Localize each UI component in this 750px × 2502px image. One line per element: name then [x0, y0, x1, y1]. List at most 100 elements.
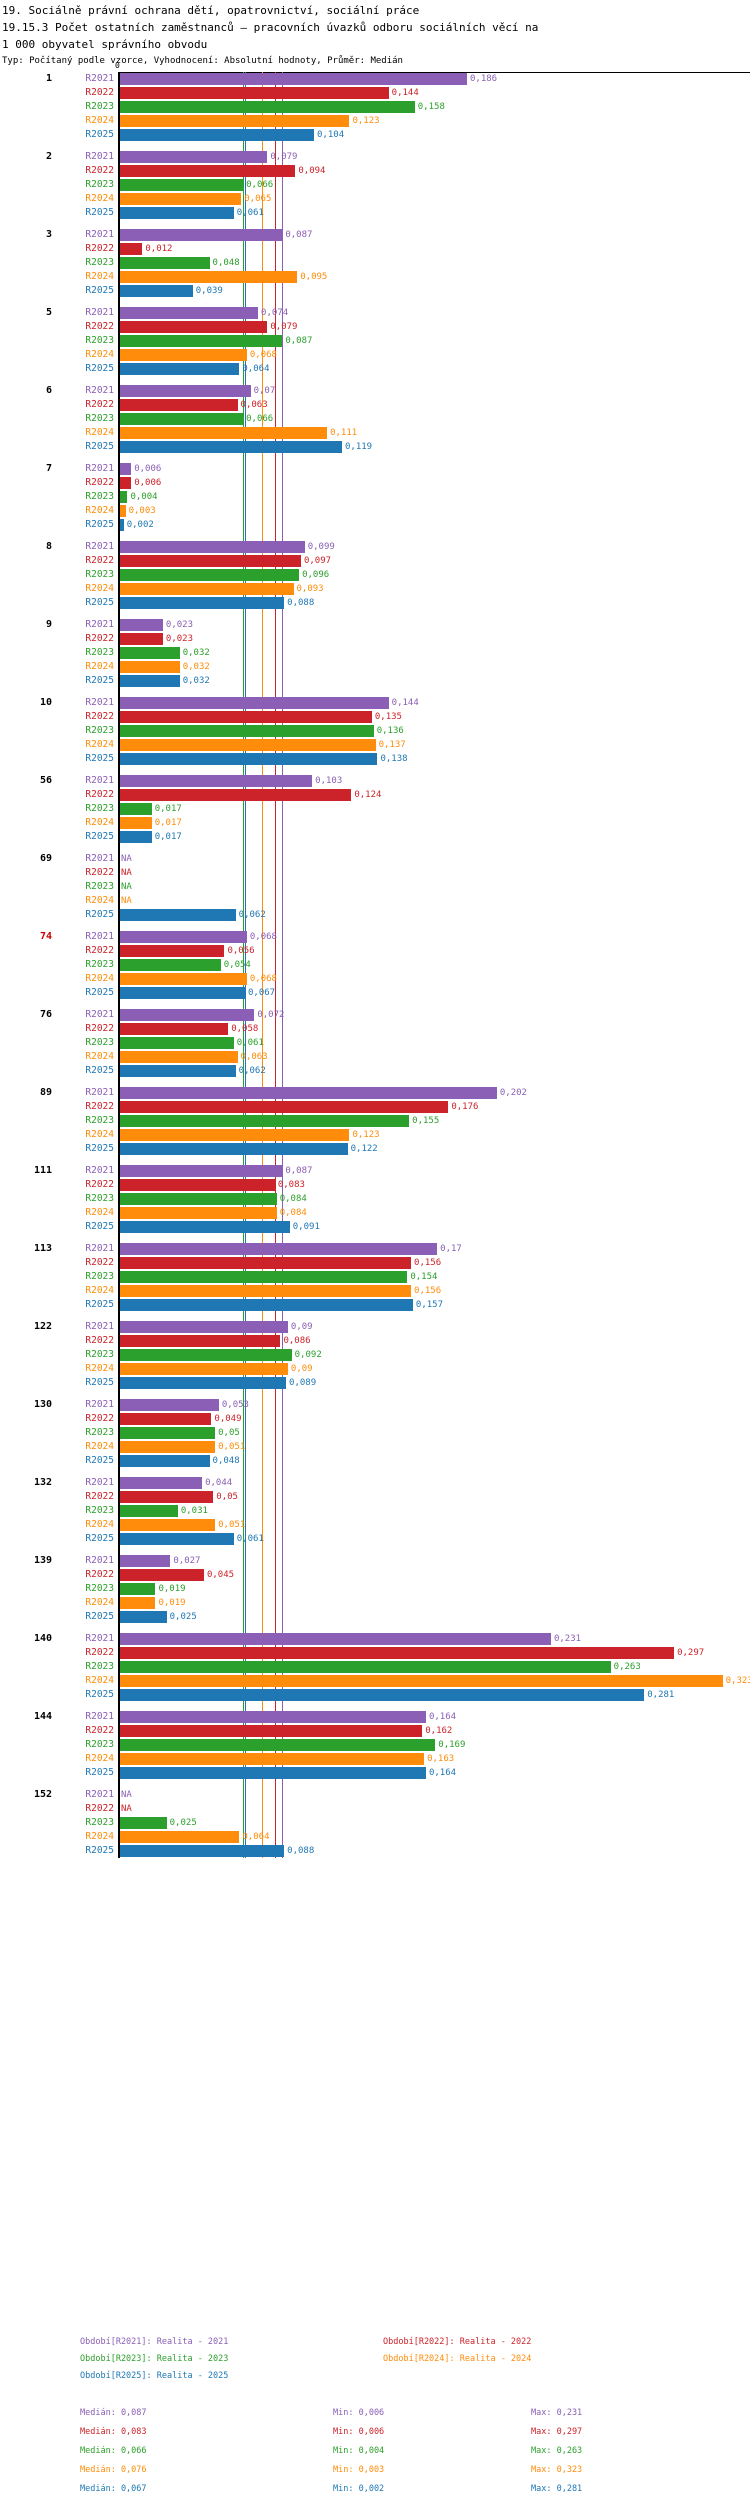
bar[interactable]: [120, 1533, 234, 1545]
series-label-r2021[interactable]: R2021: [85, 1789, 114, 1800]
legend-item[interactable]: Období[R2021]: Realita - 2021: [80, 2337, 229, 2347]
series-label-r2021[interactable]: R2021: [85, 1321, 114, 1332]
bar[interactable]: [120, 1817, 167, 1829]
group-label[interactable]: 7: [45, 463, 52, 474]
series-label-r2021[interactable]: R2021: [85, 151, 114, 162]
series-label-r2024[interactable]: R2024: [85, 115, 114, 126]
bar[interactable]: [120, 385, 251, 397]
group-label[interactable]: 76: [39, 1009, 52, 1020]
series-label-r2025[interactable]: R2025: [85, 1611, 114, 1622]
bar[interactable]: [120, 1555, 171, 1567]
bar[interactable]: [120, 973, 247, 985]
series-label-r2023[interactable]: R2023: [85, 179, 114, 190]
bar[interactable]: [120, 165, 296, 177]
series-label-r2023[interactable]: R2023: [85, 1349, 114, 1360]
series-label-r2025[interactable]: R2025: [85, 1377, 114, 1388]
series-label-r2023[interactable]: R2023: [85, 1037, 114, 1048]
bar[interactable]: [120, 193, 242, 205]
series-label-r2025[interactable]: R2025: [85, 129, 114, 140]
series-label-r2023[interactable]: R2023: [85, 1817, 114, 1828]
series-label-r2024[interactable]: R2024: [85, 739, 114, 750]
bar[interactable]: [120, 1257, 412, 1269]
bar[interactable]: [120, 1299, 413, 1311]
bar[interactable]: [120, 1087, 497, 1099]
bar[interactable]: [120, 307, 259, 319]
series-label-r2024[interactable]: R2024: [85, 1597, 114, 1608]
series-label-r2025[interactable]: R2025: [85, 831, 114, 842]
series-label-r2023[interactable]: R2023: [85, 413, 114, 424]
bar[interactable]: [120, 739, 376, 751]
bar[interactable]: [120, 1597, 156, 1609]
bar[interactable]: [120, 1243, 438, 1255]
bar[interactable]: [120, 1377, 287, 1389]
bar[interactable]: [120, 271, 298, 283]
bar[interactable]: [120, 817, 152, 829]
bar[interactable]: [120, 987, 245, 999]
series-label-r2021[interactable]: R2021: [85, 1555, 114, 1566]
series-label-r2024[interactable]: R2024: [85, 1675, 114, 1686]
group-label[interactable]: 74: [39, 931, 52, 942]
group-label[interactable]: 111: [33, 1165, 52, 1176]
series-label-r2022[interactable]: R2022: [85, 711, 114, 722]
group-label[interactable]: 69: [39, 853, 52, 864]
series-label-r2024[interactable]: R2024: [85, 271, 114, 282]
group-label[interactable]: 140: [33, 1633, 52, 1644]
group-label[interactable]: 1: [45, 73, 52, 84]
bar[interactable]: [120, 207, 234, 219]
bar[interactable]: [120, 1207, 277, 1219]
bar[interactable]: [120, 1505, 178, 1517]
bar[interactable]: [120, 1427, 216, 1439]
group-label[interactable]: 9: [45, 619, 52, 630]
group-label[interactable]: 3: [45, 229, 52, 240]
bar[interactable]: [120, 1831, 240, 1843]
series-label-r2021[interactable]: R2021: [85, 1711, 114, 1722]
bar[interactable]: [120, 1661, 611, 1673]
bar[interactable]: [120, 1349, 292, 1361]
bar[interactable]: [120, 73, 467, 85]
bar[interactable]: [120, 803, 152, 815]
bar[interactable]: [120, 725, 374, 737]
series-label-r2022[interactable]: R2022: [85, 1413, 114, 1424]
series-label-r2022[interactable]: R2022: [85, 1569, 114, 1580]
group-label[interactable]: 139: [33, 1555, 52, 1566]
series-label-r2021[interactable]: R2021: [85, 229, 114, 240]
bar[interactable]: [120, 1413, 212, 1425]
bar[interactable]: [120, 477, 132, 489]
series-label-r2023[interactable]: R2023: [85, 257, 114, 268]
series-label-r2022[interactable]: R2022: [85, 789, 114, 800]
series-label-r2022[interactable]: R2022: [85, 1179, 114, 1190]
bar[interactable]: [120, 1845, 285, 1857]
series-label-r2025[interactable]: R2025: [85, 207, 114, 218]
series-label-r2021[interactable]: R2021: [85, 1009, 114, 1020]
bar[interactable]: [120, 1711, 426, 1723]
series-label-r2024[interactable]: R2024: [85, 427, 114, 438]
bar[interactable]: [120, 569, 300, 581]
bar[interactable]: [120, 505, 126, 517]
series-label-r2024[interactable]: R2024: [85, 1129, 114, 1140]
series-label-r2025[interactable]: R2025: [85, 1299, 114, 1310]
group-label[interactable]: 5: [45, 307, 52, 318]
bar[interactable]: [120, 1569, 204, 1581]
bar[interactable]: [120, 335, 283, 347]
group-label[interactable]: 130: [33, 1399, 52, 1410]
group-label[interactable]: 152: [33, 1789, 52, 1800]
series-label-r2025[interactable]: R2025: [85, 1455, 114, 1466]
bar[interactable]: [120, 129, 315, 141]
bar[interactable]: [120, 1129, 350, 1141]
legend-item[interactable]: Období[R2023]: Realita - 2023: [80, 2354, 229, 2364]
series-label-r2023[interactable]: R2023: [85, 647, 114, 658]
bar[interactable]: [120, 101, 415, 113]
bar[interactable]: [120, 463, 132, 475]
series-label-r2021[interactable]: R2021: [85, 1243, 114, 1254]
series-label-r2023[interactable]: R2023: [85, 1193, 114, 1204]
bar[interactable]: [120, 909, 236, 921]
series-label-r2023[interactable]: R2023: [85, 1427, 114, 1438]
series-label-r2022[interactable]: R2022: [85, 867, 114, 878]
bar[interactable]: [120, 597, 285, 609]
bar[interactable]: [120, 1491, 214, 1503]
bar[interactable]: [120, 1051, 238, 1063]
bar[interactable]: [120, 363, 240, 375]
series-label-r2021[interactable]: R2021: [85, 1087, 114, 1098]
series-label-r2025[interactable]: R2025: [85, 909, 114, 920]
bar[interactable]: [120, 711, 372, 723]
